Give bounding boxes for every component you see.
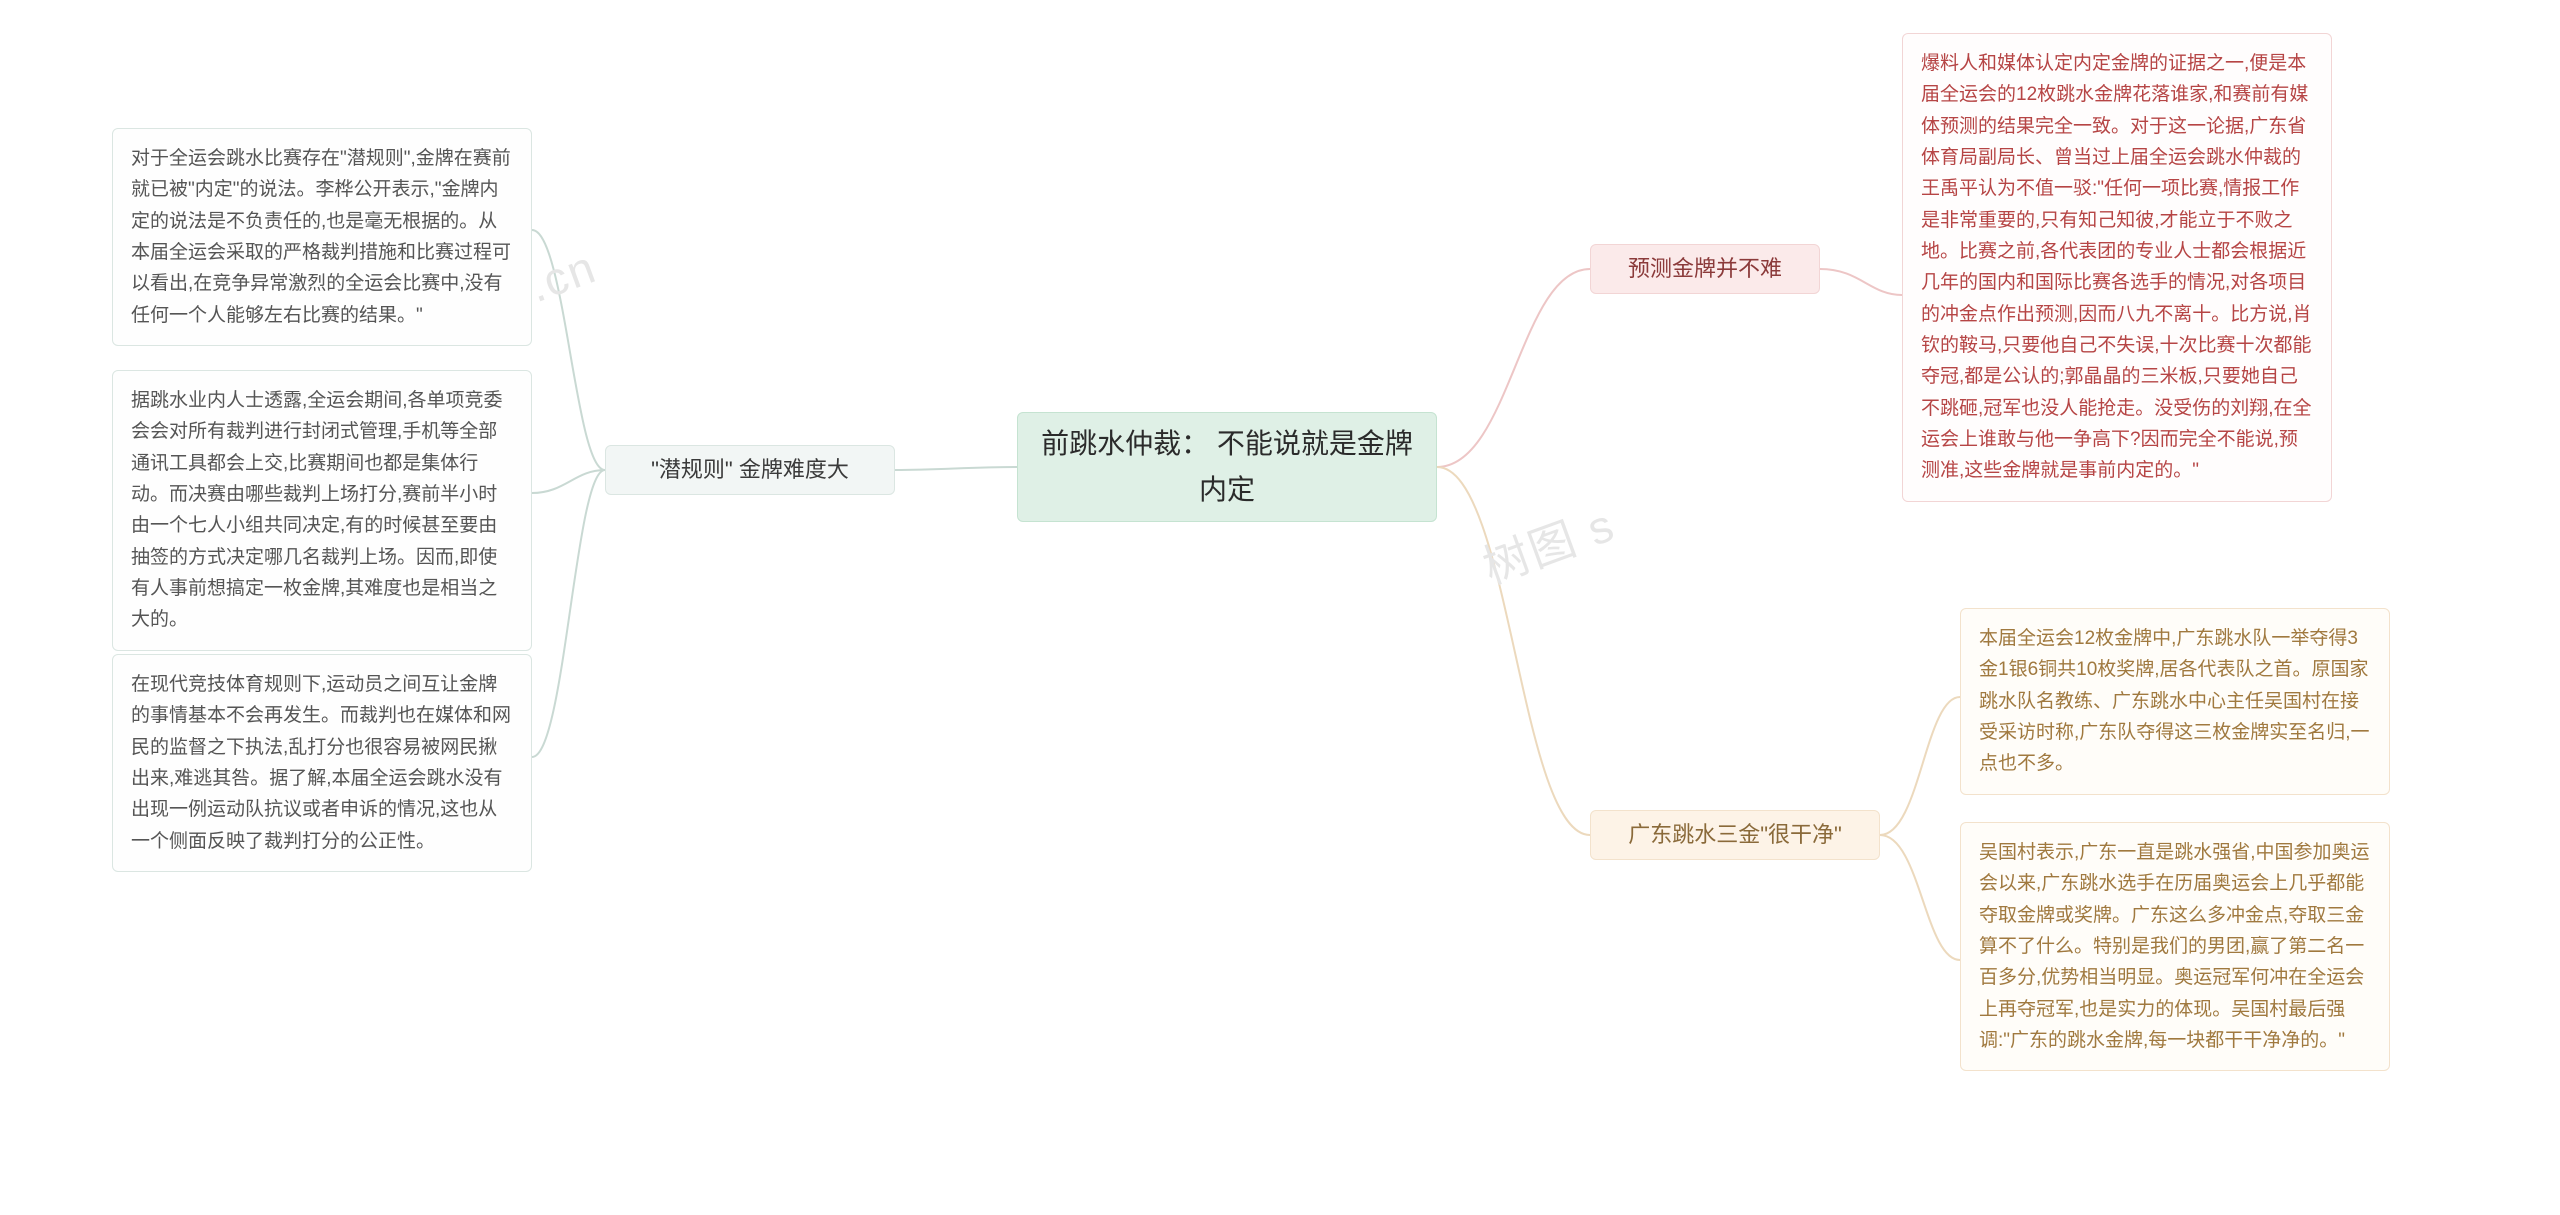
left-leaf-1[interactable]: 对于全运会跳水比赛存在"潜规则",金牌在赛前就已被"内定"的说法。李桦公开表示,… — [112, 128, 532, 346]
right-leaf-2a[interactable]: 本届全运会12枚金牌中,广东跳水队一举夺得3金1银6铜共10枚奖牌,居各代表队之… — [1960, 608, 2390, 795]
left-branch[interactable]: "潜规则" 金牌难度大 — [605, 445, 895, 495]
watermark-right: 树图 s — [1473, 489, 1623, 597]
right-branch-2[interactable]: 广东跳水三金"很干净" — [1590, 810, 1880, 860]
root-node[interactable]: 前跳水仲裁： 不能说就是金牌内定 — [1017, 412, 1437, 522]
right-branch-1[interactable]: 预测金牌并不难 — [1590, 244, 1820, 294]
mindmap-canvas: shutu.cn 树图 s 前跳水仲裁： 不能说就是金牌内定 "潜规则" 金牌难… — [0, 0, 2560, 1215]
right-leaf-1[interactable]: 爆料人和媒体认定内定金牌的证据之一,便是本届全运会的12枚跳水金牌花落谁家,和赛… — [1902, 33, 2332, 502]
left-leaf-2[interactable]: 据跳水业内人士透露,全运会期间,各单项竞委会会对所有裁判进行封闭式管理,手机等全… — [112, 370, 532, 651]
left-leaf-3[interactable]: 在现代竞技体育规则下,运动员之间互让金牌的事情基本不会再发生。而裁判也在媒体和网… — [112, 654, 532, 872]
right-leaf-2b[interactable]: 吴国村表示,广东一直是跳水强省,中国参加奥运会以来,广东跳水选手在历届奥运会上几… — [1960, 822, 2390, 1071]
